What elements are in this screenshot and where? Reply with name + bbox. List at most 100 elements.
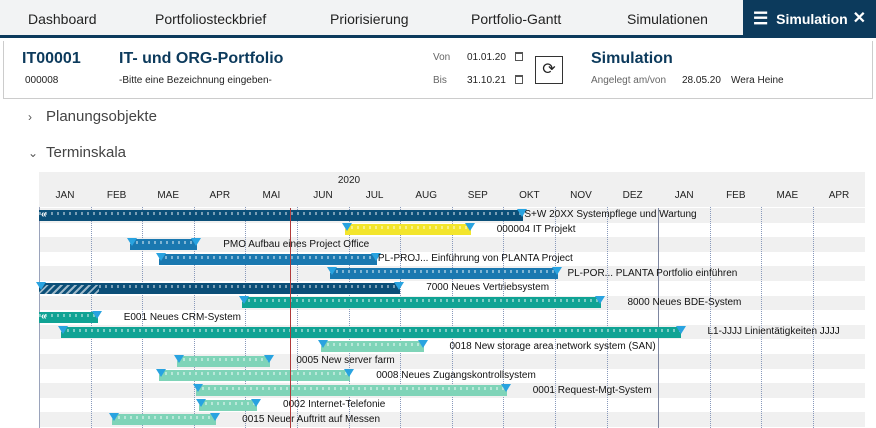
gantt-bar-label: 0002 Internet-Telefonie [283,399,386,411]
gantt-bar-label: E001 Neues CRM-System [123,311,241,323]
simulation-title: Simulation [591,50,673,67]
month-label: FEB [726,190,746,201]
milestone-end-icon [91,311,102,319]
milestone-end-icon [210,413,221,422]
milestone-end-icon [675,325,686,334]
milestone-start-icon [238,296,249,305]
year-boundary-line [658,208,660,428]
month-label: MAI [262,190,281,201]
continues-left-icon[interactable]: « [41,311,47,322]
gantt-bar[interactable] [111,414,217,426]
section-planungsobjekte[interactable]: › Planungsobjekte [28,108,157,125]
month-label: OKT [519,190,540,201]
milestone-start-icon [57,325,68,334]
gantt-bar[interactable] [158,370,351,382]
gantt-bar[interactable] [195,385,507,396]
milestone-end-icon [394,281,405,290]
month-label: APR [828,190,850,201]
gantt-bar[interactable] [177,355,271,367]
month-gridline [400,207,402,428]
created-label: Angelegt am/von [591,75,667,86]
milestone-start-icon [192,384,203,392]
milestone-start-icon [342,223,353,232]
tab-dashboard[interactable]: Dashboard [28,11,97,27]
milestone-end-icon [517,208,528,217]
month-gridline [761,207,763,428]
milestone-end-icon [417,340,428,349]
gantt-bar[interactable] [345,224,471,236]
tab-simulation[interactable]: ☰ Simulation ✕ [743,0,876,38]
gantt-bar-label: 7000 Neues Vertriebsystem [426,282,550,294]
created-date: 28.05.20 [682,75,721,86]
gantt-bar-label: 8000 Neues BDE-System [627,296,742,308]
hatched-segment [39,282,100,294]
gantt-bar[interactable] [158,253,377,265]
month-label: MAE [776,190,799,201]
milestone-end-icon [595,296,606,305]
gantt-bar[interactable] [39,282,401,294]
milestone-end-icon [191,238,202,246]
milestone-end-icon [370,252,381,261]
gantt-bar[interactable] [60,326,682,338]
month-gridline [297,207,298,428]
portfolio-sub-id: 000008 [25,75,59,86]
gantt-bar[interactable] [129,239,198,250]
timescale-header: 2020 JAN FEB MAE APR MAI JUN JUL AUG SEP OKT NOV DE… [39,172,865,207]
month-label: DEZ [622,190,643,201]
milestone-start-icon [36,281,46,290]
milestone-start-icon [108,413,119,422]
gantt-bar[interactable] [198,399,258,411]
refresh-sync-button[interactable]: ⟳ [535,56,563,84]
milestone-start-icon [318,340,329,349]
tab-priorisierung[interactable]: Priorisierung [330,11,409,27]
month-label: JAN [55,190,75,201]
calendar-icon[interactable] [515,75,523,84]
gantt-bar[interactable] [39,209,524,221]
gantt-bar-label: 000004 IT Projekt [496,223,576,235]
calendar-icon[interactable] [515,52,523,61]
gantt-bar-label: 0001 Request-Mgt-System [532,384,652,396]
milestone-end-icon [251,398,262,407]
bis-date[interactable]: 31.10.21 [467,75,506,86]
month-gridline [348,207,350,428]
gantt-bar-label: PL-PROJ... Einführung von PLANTA Project [377,253,573,265]
gantt-bar-label: PL-POR... PLANTA Portfolio einführen [567,267,738,279]
milestone-end-icon [344,369,355,378]
sync-icon: ⟳ [542,61,556,78]
tab-bar: Dashboard Portfoliosteckbrief Priorisier… [0,0,876,38]
gantt-bar[interactable] [329,268,559,280]
section-title: Terminskala [46,144,127,161]
month-label: JUN [313,190,333,201]
gantt-bar[interactable] [241,297,602,309]
tab-portfoliosteckbrief[interactable]: Portfoliosteckbrief [155,11,267,27]
gantt-bar-label: L1-JJJJ Linientätigkeiten JJJJ [707,326,840,338]
today-line [290,208,292,428]
von-date[interactable]: 01.01.20 [467,52,506,63]
milestone-end-icon [464,223,475,232]
month-gridline [245,207,247,428]
continues-left-icon[interactable]: « [41,208,47,220]
month-label: JUL [365,190,384,201]
month-gridline [142,207,144,428]
gantt-bar-label: 0005 New server farm [296,355,395,367]
milestone-start-icon [155,369,166,378]
tab-simulationen[interactable]: Simulationen [627,11,708,27]
milestone-start-icon [195,398,206,407]
milestone-start-icon [174,354,185,363]
gantt-bar[interactable] [321,341,424,353]
month-label: FEB [106,190,127,201]
month-label: AUG [415,190,438,201]
month-gridline [709,207,711,428]
month-label: NOV [570,190,592,201]
gantt-bar-label: PMO Aufbau eines Project Office [223,238,370,250]
month-label: MAE [157,190,180,201]
created-by: Wera Heine [731,75,784,86]
section-terminskala[interactable]: ⌄ Terminskala [28,144,126,161]
month-label: JAN [674,190,694,201]
gantt-bar-label: 0018 New storage area network system (SA… [449,340,656,352]
hamburger-icon[interactable]: ☰ [753,9,769,28]
tab-portfolio-gantt[interactable]: Portfolio-Gantt [471,11,562,27]
close-icon[interactable]: ✕ [852,10,866,27]
portfolio-description[interactable]: -Bitte eine Bezeichnung eingeben- [119,75,272,86]
gantt-bar[interactable] [39,312,98,323]
